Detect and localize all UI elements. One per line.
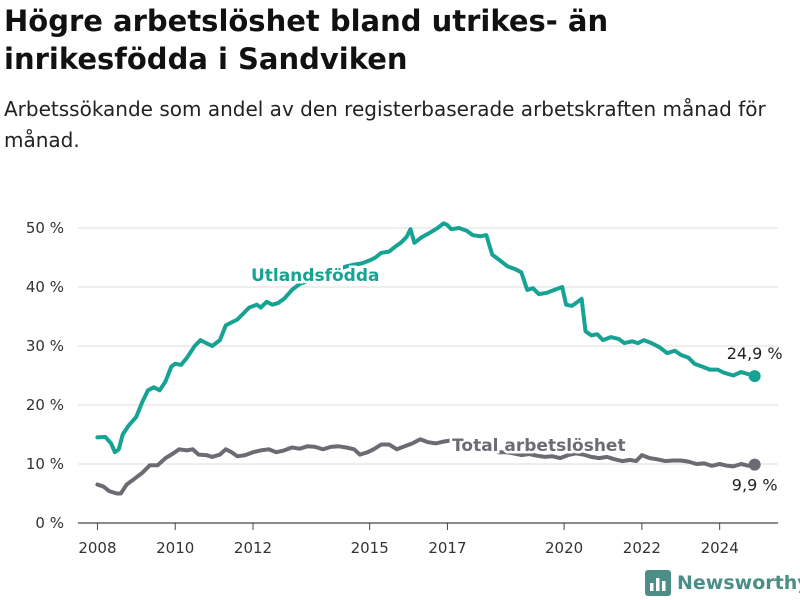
x-tick-label: 2022 [623, 539, 661, 557]
labels: Utlandsfödda Total arbetslöshet 24,9 % 9,9 … [248, 264, 783, 495]
y-tick-label: 20 % [26, 396, 64, 414]
x-tick-label: 2020 [545, 539, 583, 557]
series-label-utlandsfodda: Utlandsfödda [251, 266, 380, 286]
x-tick-label: 2010 [156, 539, 194, 557]
brand-logo[interactable]: Newsworthy [645, 568, 800, 598]
y-tick-label: 40 % [26, 278, 64, 296]
brand-name: Newsworthy [677, 572, 800, 594]
series-line-total [95, 437, 757, 496]
bar-chart-logo-icon [645, 570, 671, 596]
chart-title: Högre arbetslöshet bland utrikes- än inr… [4, 4, 609, 76]
series-label-total: Total arbetslöshet [452, 436, 626, 456]
grid-lines [78, 227, 778, 524]
y-tick-label: 50 % [26, 219, 64, 237]
end-label-total: 9,9 % [732, 476, 778, 495]
x-tick-label: 2024 [701, 539, 739, 557]
y-tick-label: 0 % [35, 514, 64, 532]
chart-subtitle: Arbetssökande som andel av den registerb… [4, 97, 766, 152]
axes: 0 % 10 % 20 % 30 % 40 % 50 % 2008 2010 2012 2015 2… [26, 219, 739, 557]
x-tick-label: 2017 [428, 539, 466, 557]
y-tick-label: 30 % [26, 337, 64, 355]
x-tick-label: 2015 [351, 539, 389, 557]
x-tick-label: 2012 [234, 539, 272, 557]
end-label-utlandsfodda: 24,9 % [727, 344, 783, 363]
x-tick-label: 2008 [78, 539, 116, 557]
series-endpoint-total [748, 458, 761, 471]
series-endpoint-utlandsfodda [748, 370, 761, 383]
y-tick-label: 10 % [26, 455, 64, 473]
series-line-utlandsfodda [95, 221, 757, 455]
series-lines [95, 221, 761, 496]
